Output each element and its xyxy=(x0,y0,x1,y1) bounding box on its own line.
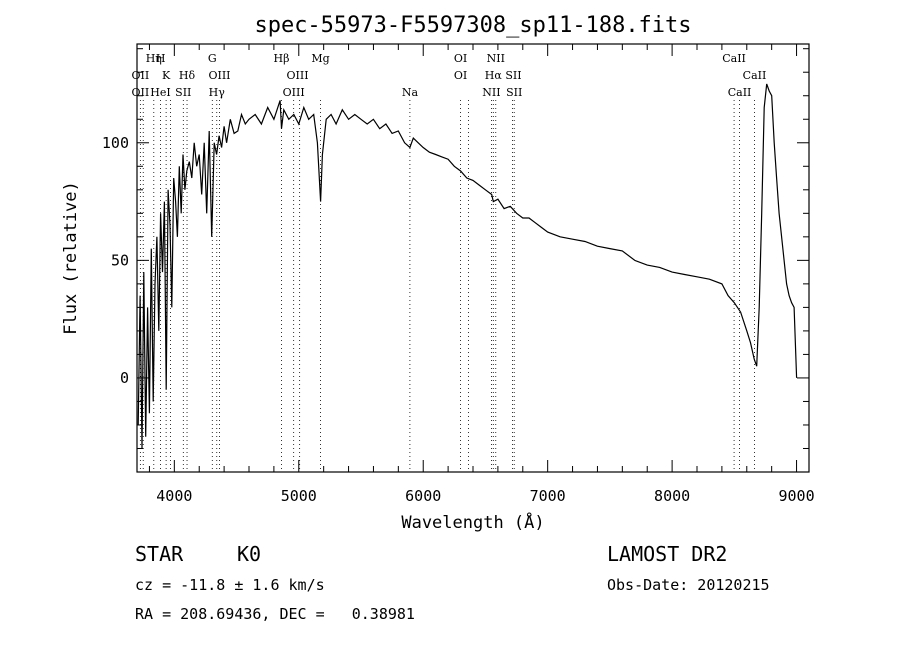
spectral-line-label: CaII xyxy=(743,69,767,82)
y-tick-label: 50 xyxy=(111,251,129,269)
redshift-text: cz = -11.8 ± 1.6 km/s xyxy=(135,576,325,594)
spectral-line-label: Mg xyxy=(311,52,329,65)
spectral-line-label: CaII xyxy=(728,86,752,99)
obs-date: Obs-Date: 20120215 xyxy=(607,576,770,594)
survey-name: LAMOST DR2 xyxy=(607,542,727,566)
plot-frame xyxy=(136,43,810,473)
x-tick-label: 9000 xyxy=(778,487,814,505)
spectral-line-label: Hα xyxy=(485,69,503,82)
object-class: STAR xyxy=(135,542,184,566)
y-axis-label: Flux (relative) xyxy=(61,181,81,335)
spectrum-line xyxy=(137,83,798,449)
x-axis-label: Wavelength (Å) xyxy=(401,511,544,533)
spectral-line-label: OIII xyxy=(287,69,309,82)
spectral-line-label: H xyxy=(156,52,166,65)
coordinates: RA = 208.69436, DEC = 0.38981 xyxy=(135,605,415,623)
spectral-line-label: G xyxy=(208,52,217,65)
object-subclass: K0 xyxy=(237,542,261,566)
spectral-line-label: K xyxy=(162,69,171,82)
spectral-line-label: Hβ xyxy=(274,52,290,65)
spectral-line-label: SII xyxy=(506,86,522,99)
spectral-line-label: CaII xyxy=(722,52,746,65)
spectral-line-label: OIII xyxy=(283,86,305,99)
chart-title: spec-55973-F5597308_sp11-188.fits xyxy=(254,13,691,38)
spectral-line-label: OII xyxy=(132,86,150,99)
spectral-line-label: Na xyxy=(402,86,419,99)
x-tick-label: 4000 xyxy=(156,487,192,505)
x-tick-label: 8000 xyxy=(654,487,690,505)
x-tick-label: 7000 xyxy=(530,487,566,505)
x-axis: 4000 5000 6000 7000 8000 9000 xyxy=(148,44,815,505)
spectral-line-label: Hη xyxy=(146,52,162,65)
spectral-line-label: NII xyxy=(482,86,500,99)
x-tick-label: 5000 xyxy=(281,487,317,505)
y-tick-label: 100 xyxy=(102,134,129,152)
spectral-line-label: OIII xyxy=(208,69,230,82)
spectral-line-label: OI xyxy=(454,52,467,65)
spectral-line-label: Hγ xyxy=(209,86,226,99)
line-markers xyxy=(139,100,755,472)
spectral-line-label: SII xyxy=(175,86,191,99)
spectral-line-label: SII xyxy=(505,69,521,82)
spectral-line-label: HeI xyxy=(150,86,170,99)
spectral-line-label: NII xyxy=(487,52,505,65)
x-tick-label: 6000 xyxy=(405,487,441,505)
y-axis: 0 50 100 xyxy=(102,48,809,449)
y-tick-label: 0 xyxy=(120,369,129,387)
spectral-line-label: Hδ xyxy=(179,69,196,82)
spectral-line-label: OII xyxy=(132,69,150,82)
spectral-line-label: OI xyxy=(454,69,467,82)
